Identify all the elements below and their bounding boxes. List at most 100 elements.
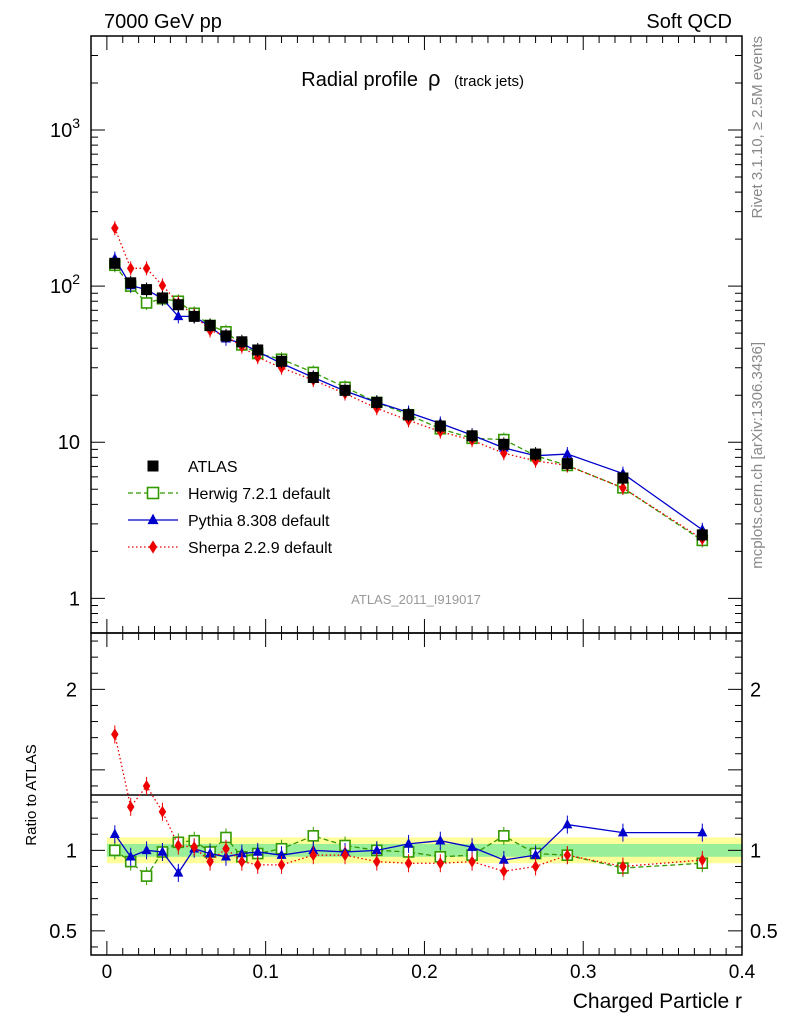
ratio-axis-ticks bbox=[91, 633, 743, 955]
data-point bbox=[619, 481, 627, 494]
data-point bbox=[498, 830, 510, 842]
data-point bbox=[125, 277, 137, 289]
data-point bbox=[373, 855, 381, 868]
data-point bbox=[500, 447, 508, 460]
data-point bbox=[403, 409, 415, 421]
data-point bbox=[156, 292, 168, 304]
ratio-uncertainty-band bbox=[106, 837, 742, 864]
data-point bbox=[498, 854, 509, 864]
ratio-series-line bbox=[114, 734, 703, 872]
ratio-plot-frame bbox=[90, 632, 743, 956]
data-point bbox=[111, 222, 119, 235]
data-point bbox=[220, 330, 232, 342]
data-point bbox=[617, 826, 628, 837]
data-point bbox=[617, 472, 629, 484]
data-point bbox=[276, 355, 288, 367]
y-tick-label: 103 bbox=[50, 115, 80, 142]
ratio-y-tick-label: 2 bbox=[66, 679, 77, 701]
ratio-y-axis-label: Ratio to ATLAS bbox=[23, 744, 40, 845]
data-point bbox=[109, 844, 121, 857]
x-tick-label: 0.1 bbox=[252, 962, 278, 983]
data-point bbox=[434, 420, 446, 432]
series-line bbox=[114, 264, 703, 541]
data-point bbox=[252, 846, 263, 856]
x-tick-labels: 0 0.1 0.2 0.3 0.4 bbox=[102, 962, 756, 983]
data-point bbox=[276, 849, 287, 859]
data-point bbox=[435, 834, 446, 845]
y-tick-label: 10 bbox=[58, 432, 80, 454]
data-point bbox=[619, 860, 627, 873]
data-point bbox=[109, 828, 120, 838]
data-point bbox=[188, 310, 200, 322]
data-point bbox=[157, 846, 168, 856]
y-tick-label: 1 bbox=[69, 588, 80, 610]
data-point bbox=[341, 849, 349, 862]
data-point bbox=[253, 858, 262, 871]
data-point bbox=[697, 826, 708, 837]
header-collision-label: 7000 GeV pp bbox=[104, 11, 222, 33]
data-point bbox=[404, 857, 413, 870]
rivet-side-label: Rivet 3.1.10, ≥ 2.5M events bbox=[749, 36, 766, 219]
data-point bbox=[204, 319, 216, 331]
legend-label: Pythia 8.308 default bbox=[188, 513, 330, 530]
data-point bbox=[126, 262, 135, 275]
data-point bbox=[339, 384, 351, 396]
data-point bbox=[530, 849, 541, 859]
x-tick-label: 0.3 bbox=[570, 962, 596, 983]
data-point bbox=[190, 841, 198, 854]
ratio-y-tick-label-right: 1 bbox=[750, 840, 761, 862]
data-point bbox=[140, 297, 153, 309]
data-point bbox=[126, 800, 135, 813]
data-point bbox=[111, 728, 119, 741]
ratio-series-group bbox=[109, 725, 709, 886]
ratio-y-tick-label-right: 0.5 bbox=[750, 921, 778, 943]
data-point bbox=[236, 847, 247, 858]
data-point bbox=[371, 844, 382, 855]
data-point bbox=[252, 344, 264, 356]
mcplots-side-label: mcplots.cern.ch [arXiv:1306.3436] bbox=[749, 342, 766, 569]
data-point bbox=[148, 540, 158, 554]
data-point bbox=[142, 262, 151, 275]
data-point bbox=[698, 854, 707, 867]
data-point bbox=[158, 279, 167, 292]
data-point bbox=[307, 371, 319, 383]
data-point bbox=[172, 299, 184, 311]
data-point bbox=[277, 858, 286, 871]
data-point bbox=[436, 857, 445, 870]
data-point bbox=[109, 257, 121, 269]
series-line bbox=[114, 258, 703, 531]
y-tick-label: 102 bbox=[50, 271, 80, 298]
data-point bbox=[561, 458, 573, 470]
ratio-y-tick-label-right: 2 bbox=[750, 679, 761, 701]
chart-title-sub: (track jets) bbox=[454, 73, 524, 90]
data-point bbox=[173, 310, 184, 321]
data-point bbox=[125, 851, 136, 861]
data-point bbox=[563, 849, 572, 862]
main-series-group bbox=[109, 221, 709, 548]
x-tick-label: 0.4 bbox=[729, 962, 756, 983]
chart-title-symbol: ρ bbox=[428, 66, 441, 91]
data-point bbox=[174, 839, 183, 852]
data-point bbox=[140, 870, 153, 882]
data-point bbox=[158, 805, 167, 818]
ratio-plot-panel: 2 21 10.5 0.5 0 0.1 0.2 0.3 0.4 Ratio to ATLAS … bbox=[23, 632, 778, 1013]
data-point bbox=[173, 867, 184, 877]
legend-label: Herwig 7.2.1 default bbox=[188, 486, 331, 503]
main-axis-ticks bbox=[91, 35, 743, 634]
data-point bbox=[238, 855, 246, 868]
ratio-y-tick-label: 0.5 bbox=[49, 921, 77, 943]
ratio-series-line bbox=[114, 823, 703, 875]
data-point bbox=[142, 779, 151, 792]
data-point bbox=[696, 529, 708, 541]
ratio-y-tick-labels: 2 2 1 1 0.5 0.5 bbox=[49, 679, 778, 943]
legend-label: ATLAS bbox=[188, 459, 238, 476]
data-point bbox=[236, 336, 248, 348]
data-point bbox=[531, 860, 540, 873]
data-point bbox=[562, 448, 573, 458]
data-point bbox=[309, 849, 318, 862]
header-category-label: Soft QCD bbox=[646, 11, 732, 33]
analysis-watermark: ATLAS_2011_I919017 bbox=[351, 592, 481, 607]
